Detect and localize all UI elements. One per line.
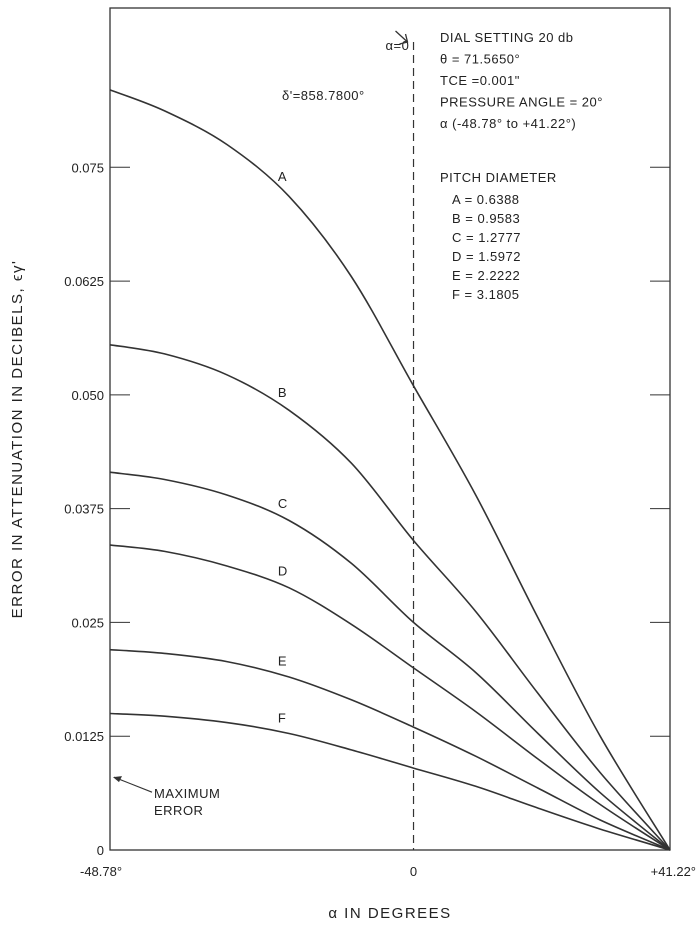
maximum-error-label-line2: ERROR [154, 803, 203, 818]
info-line: θ = 71.5650° [440, 52, 520, 67]
curve-a [109, 89, 671, 851]
maximum-error-arrowhead [113, 776, 122, 783]
x-tick-label: -48.78° [80, 864, 122, 879]
curve-c [109, 471, 671, 851]
info-line: PRESSURE ANGLE = 20° [440, 95, 603, 110]
pitch-line: A = 0.6388 [452, 192, 520, 207]
pitch-line: C = 1.2777 [452, 230, 521, 245]
axis-ticks: 0 0.0125 0.025 0.0375 0.050 0.0625 0.075 -48.78… [64, 160, 696, 879]
curve-label-d: D [278, 564, 287, 579]
curve-label-f: F [278, 710, 286, 725]
pitch-line: F = 3.1805 [452, 287, 520, 302]
info-line: DIAL SETTING 20 db [440, 30, 574, 45]
y-tick-label: 0.050 [71, 388, 104, 403]
curve-label-a: A [278, 169, 287, 184]
y-tick-label: 0.0625 [64, 274, 104, 289]
curve-d [109, 544, 671, 851]
y-tick-label: 0.0375 [64, 502, 104, 517]
curve-b [109, 344, 671, 851]
y-tick-label: 0.0125 [64, 729, 104, 744]
y-tick-label: 0.025 [71, 615, 104, 630]
reference-line-label: α=0 [386, 38, 410, 53]
info-line: α (-48.78° to +41.22°) [440, 116, 576, 131]
curve-e [109, 648, 671, 851]
maximum-error-label-line1: MAXIMUM [154, 786, 220, 801]
info-line: TCE =0.001" [440, 73, 520, 88]
curve-f [109, 712, 671, 851]
pitch-diameter-title: PITCH DIAMETER [440, 170, 557, 185]
y-tick-label: 0 [97, 843, 104, 858]
delta-annotation: δ'=858.7800° [282, 88, 365, 103]
maximum-error-arrow-line [113, 776, 153, 793]
labels: α IN DEGREES ERROR IN ATTENUATION IN DECI… [9, 30, 603, 922]
plot-frame [109, 7, 671, 851]
curve-label-b: B [278, 385, 287, 400]
x-tick-label: +41.22° [651, 864, 696, 879]
x-tick-label: 0 [410, 864, 417, 879]
pitch-line: D = 1.5972 [452, 249, 521, 264]
y-tick-label: 0.075 [71, 160, 104, 175]
reference-arrow [395, 30, 409, 45]
curve-label-e: E [278, 654, 287, 669]
curves [109, 42, 671, 851]
y-axis-title: ERROR IN ATTENUATION IN DECIBELS, ϵγ' [9, 260, 26, 619]
pitch-line: B = 0.9583 [452, 211, 520, 226]
curve-label-c: C [278, 496, 287, 511]
x-axis-title: α IN DEGREES [328, 905, 451, 922]
pitch-line: E = 2.2222 [452, 268, 520, 283]
